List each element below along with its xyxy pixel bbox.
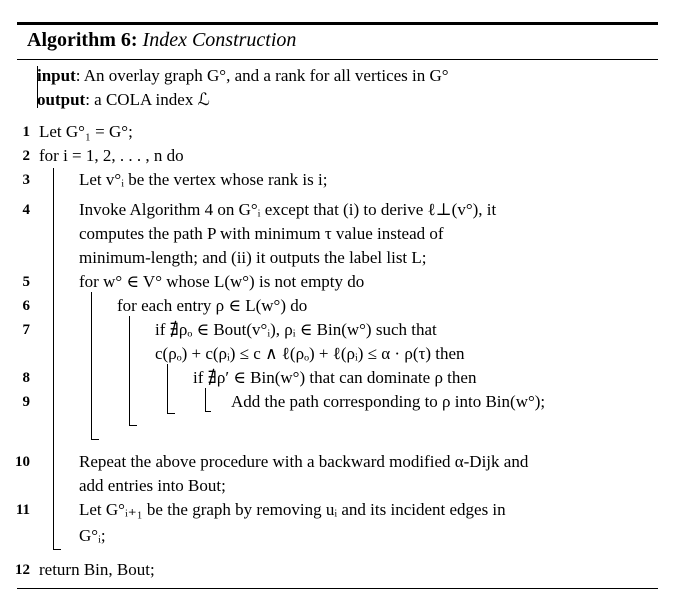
code-line: Let G°ᵢ₊₁ be the graph by removing uᵢ an… xyxy=(79,500,506,519)
output-line: output: a COLA index ℒ xyxy=(37,89,210,111)
top-rule xyxy=(17,22,658,25)
output-text: : a COLA index ℒ xyxy=(85,90,210,109)
code-line-text: for i = 1, 2, . . . , n do xyxy=(39,146,184,165)
inner-if-bar xyxy=(205,388,207,412)
code-line: minimum-length; and (ii) it outputs the … xyxy=(79,248,427,267)
algorithm-box: Algorithm 6: Index Construction input: A… xyxy=(15,22,658,594)
line-number: 8 xyxy=(22,370,31,386)
code-line: for i = 1, 2, . . . , n do xyxy=(39,145,184,167)
code-line: Let v°ᵢ be the vertex whose rank is i; xyxy=(79,170,328,189)
line-number: 6 xyxy=(22,298,31,314)
code-line: add entries into Bout; xyxy=(79,476,226,495)
for-entry-bar xyxy=(129,316,131,426)
algorithm-number: Algorithm 6: xyxy=(27,29,138,51)
line-number: 9 xyxy=(22,394,31,410)
code-line: Invoke Algorithm 4 on G°ᵢ except that (i… xyxy=(79,200,497,219)
for-loop-bar-end xyxy=(53,549,61,551)
if-bar xyxy=(167,364,169,414)
title-rule xyxy=(17,59,658,61)
code-line: G°ᵢ; xyxy=(79,526,106,545)
line-number: 2 xyxy=(22,148,31,164)
for-loop-bar xyxy=(53,168,55,550)
input-line: input: An overlay graph G°, and a rank f… xyxy=(37,65,449,87)
if-bar-end xyxy=(167,413,175,415)
code-line: Add the path corresponding to ρ into Bin… xyxy=(231,392,546,411)
for-w-bar-end xyxy=(91,439,99,441)
line-number: 12 xyxy=(15,562,30,578)
line-number: 10 xyxy=(15,454,30,470)
code-line: return Bin, Bout; xyxy=(39,560,155,579)
line-number: 3 xyxy=(22,172,31,188)
line-number: 11 xyxy=(15,502,30,518)
code-line: if ∄ρₒ ∈ Bout(v°ᵢ), ρᵢ ∈ Bin(w°) such th… xyxy=(155,320,437,339)
for-w-bar xyxy=(91,292,93,440)
inner-if-bar-end xyxy=(205,411,211,413)
code-line: for w° ∈ V° whose L(w°) is not empty do xyxy=(79,272,365,291)
code-line: Let G°₁ = G°; xyxy=(39,122,133,141)
algorithm-title: Algorithm 6: Index Construction xyxy=(27,29,296,52)
line-number: 4 xyxy=(22,202,31,218)
code-line: Repeat the above procedure with a backwa… xyxy=(79,452,529,471)
output-label: output xyxy=(37,90,86,109)
input-text: : An overlay graph G°, and a rank for al… xyxy=(75,66,449,85)
line-number: 5 xyxy=(22,274,31,290)
code-line: c(ρₒ) + c(ρᵢ) ≤ c ∧ ℓ(ρₒ) + ℓ(ρᵢ) ≤ α · … xyxy=(155,344,465,363)
bottom-rule xyxy=(17,588,658,590)
io-indent-bar xyxy=(37,66,39,108)
input-label: input xyxy=(37,66,76,85)
code-line: computes the path P with minimum τ value… xyxy=(79,224,444,243)
line-number: 1 xyxy=(22,124,31,140)
algorithm-name: Index Construction xyxy=(142,29,297,51)
line-number: 7 xyxy=(22,322,31,338)
code-line: for each entry ρ ∈ L(w°) do xyxy=(117,296,308,315)
code-line: if ∄ρ′ ∈ Bin(w°) that can dominate ρ the… xyxy=(193,368,477,387)
for-entry-bar-end xyxy=(129,425,137,427)
